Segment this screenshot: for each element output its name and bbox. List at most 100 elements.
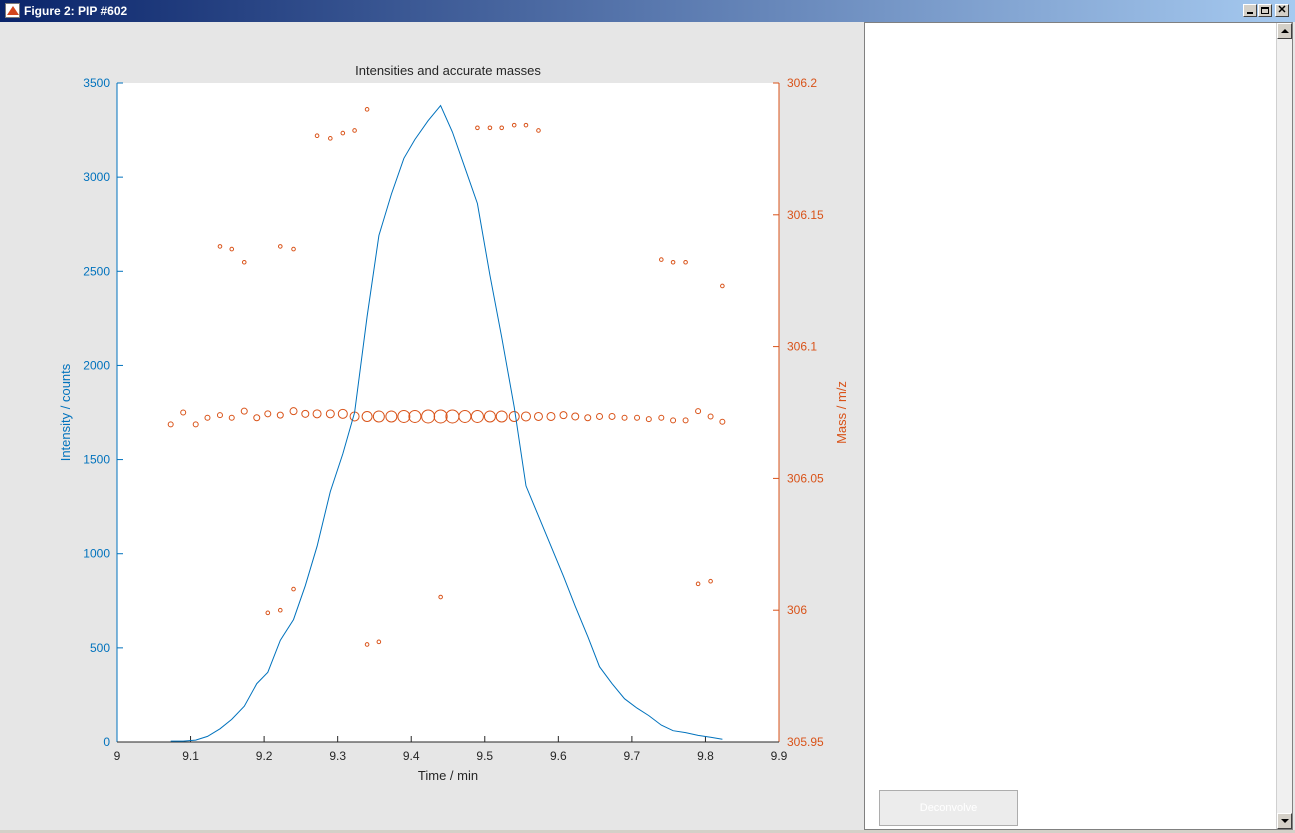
scroll-up-arrow-icon [1281, 29, 1289, 33]
mass-point [458, 409, 472, 423]
mass-point [352, 128, 357, 133]
mass-point [291, 586, 296, 592]
mass-point [719, 418, 726, 425]
y-right-tick-label: 306.1 [787, 340, 817, 354]
x-tick-label: 9.3 [329, 749, 346, 763]
x-tick-label: 9.8 [697, 749, 714, 763]
y-right-tick-label: 306 [787, 603, 807, 617]
y-left-tick-label: 1500 [83, 453, 110, 467]
minimize-button[interactable] [1243, 4, 1257, 17]
mass-point [499, 125, 504, 131]
mass-point [241, 259, 247, 265]
scroll-up-button[interactable] [1277, 23, 1292, 39]
mass-point [571, 412, 580, 421]
mass-point [536, 128, 541, 133]
x-tick-label: 9 [114, 749, 121, 763]
mass-point [229, 246, 235, 252]
mass-point [495, 410, 508, 423]
mass-point [708, 578, 713, 584]
mass-point [385, 410, 398, 423]
x-tick-label: 9.9 [771, 749, 788, 763]
x-tick-label: 9.2 [256, 749, 273, 763]
deconvolve-button[interactable]: Deconvolve [879, 790, 1018, 826]
mass-point [312, 409, 322, 419]
mass-point [621, 414, 628, 421]
x-tick-label: 9.6 [550, 749, 567, 763]
window-border [0, 830, 1295, 833]
mass-point [670, 417, 677, 424]
y-right-tick-label: 306.2 [787, 76, 817, 90]
mass-point [276, 411, 284, 419]
side-panel: Deconvolve [864, 22, 1293, 830]
mass-point [372, 410, 385, 423]
mass-point [546, 411, 556, 421]
mass-point [508, 410, 520, 422]
mass-point [265, 610, 271, 616]
mass-point [277, 244, 283, 249]
mass-point [361, 410, 373, 422]
maximize-icon [1261, 7, 1269, 14]
mass-series [167, 107, 726, 647]
mass-point [584, 414, 592, 422]
mass-point [511, 122, 517, 128]
mass-point [470, 409, 484, 423]
mass-point [707, 413, 714, 420]
mass-point [433, 409, 448, 424]
plot-area [117, 83, 779, 742]
figure-canvas: 9 9.1 9.2 9.3 9.4 9.5 9.6 9.7 9.8 9.9 0 500 1000 150… [4, 22, 862, 830]
y-left-tick-label: 1000 [83, 547, 110, 561]
minimize-icon [1247, 12, 1253, 14]
x-tick-label: 9.5 [476, 749, 493, 763]
mass-point [695, 581, 701, 587]
vertical-scrollbar[interactable] [1276, 23, 1292, 829]
mass-point [397, 409, 411, 423]
mass-point [523, 122, 529, 128]
mass-point [670, 259, 676, 265]
y-left-tick-label: 0 [103, 735, 110, 749]
x-tick-label: 9.4 [403, 749, 420, 763]
mass-point [596, 412, 604, 420]
mass-point [325, 409, 335, 419]
mass-point [682, 417, 689, 424]
mass-point [180, 409, 187, 416]
mass-point [328, 136, 333, 141]
y-left-tick-label: 3500 [83, 76, 110, 90]
y-left-ticks: 0 500 1000 1500 2000 2500 3000 3500 [83, 76, 123, 749]
mass-point [658, 414, 665, 421]
mass-point [337, 408, 348, 419]
mass-point [364, 642, 370, 647]
matlab-logo-icon[interactable] [5, 3, 20, 18]
y-right-tick-label: 305.95 [787, 735, 824, 749]
mass-point [228, 414, 235, 421]
maximize-button[interactable] [1258, 4, 1272, 17]
mass-point [217, 244, 223, 249]
mass-point [277, 607, 283, 613]
close-icon: ✕ [1277, 4, 1287, 16]
y-left-tick-label: 2500 [83, 264, 110, 278]
window-title-bar[interactable]: Figure 2: PIP #602 ✕ [0, 0, 1295, 22]
mass-point [192, 421, 199, 428]
y-left-axis-label: Intensity / counts [58, 363, 73, 461]
y-right-tick-label: 306.05 [787, 471, 824, 485]
mass-point [487, 125, 493, 131]
mass-point [483, 410, 496, 423]
mass-point [559, 411, 568, 420]
chart-title: Intensities and accurate masses [355, 63, 541, 78]
y-left-tick-label: 3000 [83, 170, 110, 184]
scroll-down-button[interactable] [1277, 813, 1292, 829]
close-button[interactable]: ✕ [1275, 4, 1289, 17]
mass-point [301, 409, 310, 418]
mass-point [475, 125, 480, 131]
mass-point [253, 414, 261, 422]
x-axis-label: Time / min [418, 768, 478, 783]
mass-point [520, 411, 531, 422]
mass-point [533, 411, 543, 421]
mass-point [240, 407, 248, 415]
mass-point [720, 283, 725, 289]
mass-point [204, 414, 211, 421]
mass-point [216, 412, 223, 419]
y-right-axis-label: Mass / m/z [834, 381, 849, 444]
chart: 9 9.1 9.2 9.3 9.4 9.5 9.6 9.7 9.8 9.9 0 500 1000 150… [58, 63, 849, 783]
scroll-down-arrow-icon [1281, 819, 1289, 823]
intensity-line [170, 104, 723, 742]
